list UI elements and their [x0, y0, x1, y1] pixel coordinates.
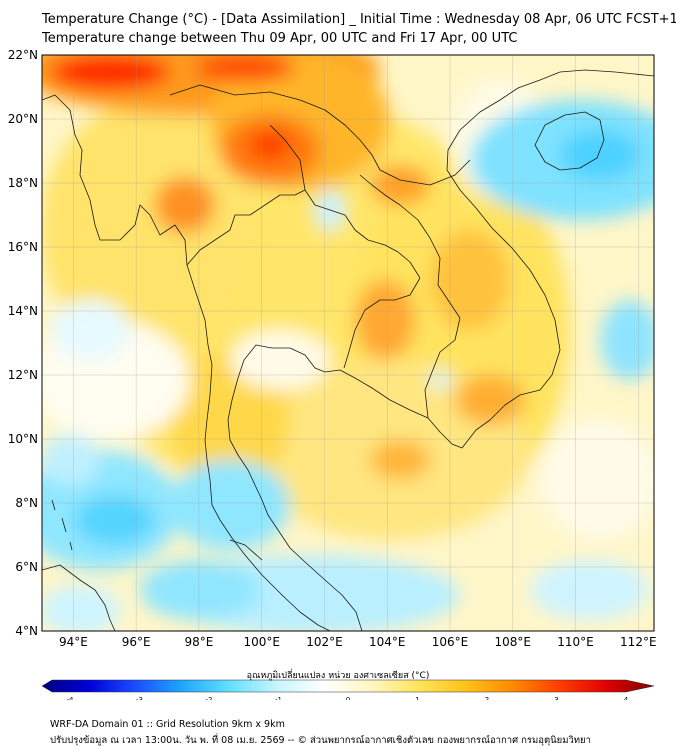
coastline-sumatra [42, 564, 116, 631]
coastline-hainan [534, 111, 605, 171]
coastlines-borders [42, 69, 654, 631]
border-thailand-laos [304, 189, 421, 279]
colorbar-label: อุณหภูมิเปลี่ยนแปลง หน่วย องศาเซลเซียส (… [246, 671, 430, 681]
chart-title: Temperature Change (°C) - [Data Assimila… [42, 12, 676, 27]
colorbar-tick-label: -3 [136, 696, 143, 700]
temperature-change-map: 4°N 6°N 8°N 10°N 12°N 14°N 16°N 18°N 20°N 22°N 94… [8, 48, 657, 700]
colorbar-tick-label: 4 [624, 696, 629, 700]
coastline-andaman [51, 499, 73, 551]
border-cambodia-vietnam [424, 317, 461, 419]
longitude-axis: 94°E 96°E 98°E 100°E 102°E 104°E 106°E 108°E 110… [59, 635, 657, 649]
footer-model-info: WRF-DA Domain 01 :: Grid Resolution 9km … [50, 719, 285, 730]
lat-tick-label: 14°N [8, 304, 38, 318]
lat-tick-label: 10°N [8, 432, 38, 446]
coastline-mainland [42, 94, 331, 631]
colorbar-tick-label: -1 [275, 696, 282, 700]
colorbar-tick-label: -2 [206, 696, 213, 700]
chart-subtitle: Temperature change between Thu 09 Apr, 0… [42, 31, 518, 46]
lat-tick-label: 16°N [8, 240, 38, 254]
colorbar [41, 679, 655, 693]
lat-tick-label: 12°N [8, 368, 38, 382]
border-myanmar-thailand [186, 189, 306, 266]
border-china-north [169, 84, 471, 186]
colorbar-tick-label: 1 [415, 696, 419, 700]
lat-tick-label: 22°N [8, 48, 38, 62]
border-malaysia [229, 539, 263, 561]
lon-tick-label: 110°E [557, 635, 594, 649]
colorbar-ticks: -4 -3 -2 -1 0 1 2 3 4 [67, 696, 629, 700]
colorbar-tick-label: 3 [554, 696, 558, 700]
lon-tick-label: 94°E [59, 635, 88, 649]
latitude-axis: 4°N 6°N 8°N 10°N 12°N 14°N 16°N 18°N 20°N 22°N [8, 48, 38, 638]
lon-tick-label: 98°E [184, 635, 213, 649]
lon-tick-label: 102°E [306, 635, 343, 649]
lat-tick-label: 8°N [15, 496, 38, 510]
lat-tick-label: 20°N [8, 112, 38, 126]
lon-tick-label: 96°E [122, 635, 151, 649]
lat-tick-label: 18°N [8, 176, 38, 190]
lat-tick-label: 4°N [15, 624, 38, 638]
lon-tick-label: 104°E [369, 635, 406, 649]
lon-tick-label: 112°E [620, 635, 657, 649]
border-thailand-cambodia [343, 277, 421, 369]
lon-tick-label: 108°E [495, 635, 532, 649]
border-myanmar-laos [269, 124, 306, 191]
border-laos-vietnam [359, 174, 461, 319]
map-frame [41, 54, 655, 632]
colorbar-tick-label: -4 [67, 696, 75, 700]
lat-tick-label: 6°N [15, 560, 38, 574]
colorbar-tick-label: 0 [346, 696, 350, 700]
colorbar-tick-label: 2 [485, 696, 489, 700]
lon-tick-label: 100°E [243, 635, 280, 649]
temperature-field [42, 55, 654, 631]
lon-tick-label: 106°E [432, 635, 469, 649]
footer-credit: ปรับปรุงข้อมูล ณ เวลา 13:00น. วัน พ. ที่… [50, 735, 591, 746]
